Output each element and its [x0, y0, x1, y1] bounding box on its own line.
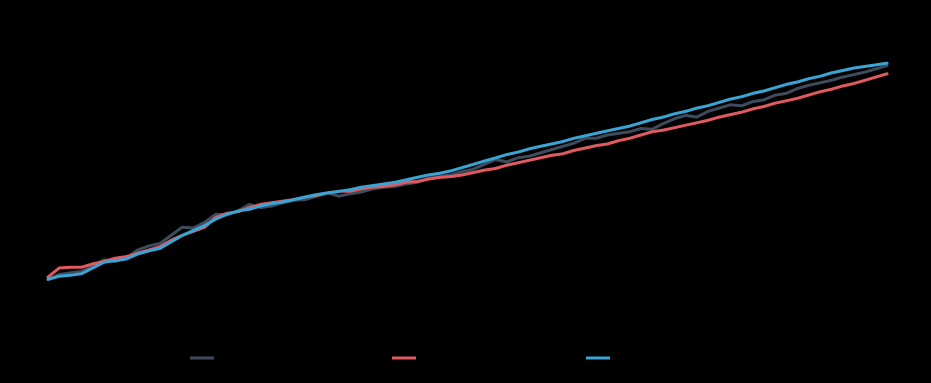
series-layer	[46, 61, 889, 281]
series-line-1	[46, 64, 889, 281]
series-line-3	[46, 61, 889, 281]
